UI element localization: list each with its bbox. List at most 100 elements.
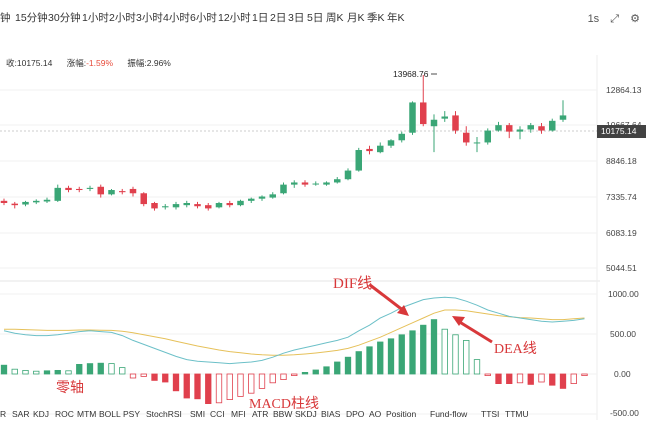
indicator-ttmu[interactable]: TTMU: [505, 409, 529, 419]
indicator-atr[interactable]: ATR: [252, 409, 269, 419]
macd-bar: [280, 373, 287, 380]
candle: [323, 181, 330, 186]
macd-bar: [258, 373, 266, 389]
macd-bar: [430, 319, 438, 375]
timeframe-3h[interactable]: 3小时: [136, 12, 163, 24]
timeframe-1d[interactable]: 1日: [252, 12, 269, 24]
expand-icon[interactable]: ⤢: [610, 13, 620, 25]
indicator-position[interactable]: Position: [386, 409, 417, 419]
candle: [549, 118, 556, 132]
candle: [495, 121, 502, 132]
candle: [366, 145, 373, 155]
candle: [151, 201, 158, 211]
indicator-skdj[interactable]: SKDJ: [295, 409, 317, 419]
candle: [97, 184, 104, 198]
indicator-bias[interactable]: BIAS: [321, 409, 341, 419]
high-price-marker: 13968.76: [393, 69, 437, 79]
candle: [237, 199, 244, 207]
macd-tick: -500.00: [610, 408, 639, 418]
timeframe-1min[interactable]: 钟: [0, 12, 11, 24]
gear-icon[interactable]: ⚙: [630, 13, 640, 25]
macd-bar: [269, 373, 276, 384]
indicator-psy[interactable]: PSY: [123, 409, 141, 419]
macd-bar: [43, 370, 51, 375]
dif-arrow: [369, 283, 405, 313]
indicator-roc[interactable]: ROC: [55, 409, 74, 419]
candle: [559, 100, 567, 122]
timeframe-2h[interactable]: 2小时: [109, 12, 136, 24]
macd-bar: [334, 361, 341, 375]
indicator-cci[interactable]: CCI: [210, 409, 225, 419]
macd-bar: [65, 370, 72, 375]
timeframe-30min[interactable]: 30分钟: [48, 12, 81, 24]
indicator-dpo[interactable]: DPO: [346, 409, 365, 419]
macd-bar: [387, 338, 395, 375]
macd-bar: [344, 356, 352, 375]
timeframe-5d[interactable]: 5日: [307, 12, 324, 24]
macd-bar: [54, 369, 61, 375]
timeframe-12h[interactable]: 12小时: [218, 12, 251, 24]
timeframe-quarter[interactable]: 季K: [367, 12, 385, 24]
candle: [280, 182, 287, 195]
timeframe-2d[interactable]: 2日: [270, 12, 287, 24]
indicator-smi[interactable]: SMI: [190, 409, 206, 419]
timeframe-week[interactable]: 周K: [326, 12, 344, 24]
indicator-mtm[interactable]: MTM: [77, 409, 97, 419]
indicator-kdj[interactable]: KDJ: [33, 409, 50, 419]
interval-selector[interactable]: 1s: [587, 13, 600, 25]
candle: [377, 142, 384, 154]
macd-tick: 500.00: [610, 329, 636, 339]
close-label: 收:: [6, 58, 17, 68]
timeframe-year[interactable]: 年K: [387, 12, 405, 24]
indicator-bbw[interactable]: BBW: [273, 409, 293, 419]
indicator-ttsi[interactable]: TTSI: [481, 409, 500, 419]
indicator-sar[interactable]: SAR: [12, 409, 30, 419]
macd-bar: [183, 373, 190, 399]
timeframe-1h[interactable]: 1小时: [82, 12, 109, 24]
indicator-r[interactable]: R: [0, 409, 7, 419]
macd-bar: [140, 373, 147, 377]
macd-bar: [527, 373, 534, 385]
amplitude-label: 振幅:: [127, 58, 147, 68]
macd-bar: [248, 373, 255, 394]
candle: [0, 198, 8, 206]
indicator-stochrsi[interactable]: StochRSI: [146, 409, 182, 419]
timeframe-month[interactable]: 月K: [347, 12, 365, 24]
macd-tick: 1000.00: [608, 289, 639, 299]
macd-bar: [323, 366, 330, 375]
macd-bar: [452, 334, 459, 375]
macd-bar: [205, 373, 212, 405]
top-toolbar: 1s ⤢ ⚙: [580, 12, 640, 26]
timeframe-6h[interactable]: 6小时: [190, 12, 217, 24]
candles: [0, 75, 567, 211]
change-value: -1.59%: [86, 58, 114, 68]
dif-line: [3, 296, 585, 365]
candle: [430, 114, 438, 153]
candle: [506, 122, 513, 139]
macd-bar: [33, 370, 40, 375]
macd-bar: [355, 351, 362, 375]
indicator-mfi[interactable]: MFI: [231, 409, 246, 419]
macd-bar: [151, 373, 158, 381]
current-price-tag: 10175.14: [597, 125, 646, 138]
indicator-boll[interactable]: BOLL: [99, 409, 121, 419]
macd-bar: [215, 373, 223, 404]
dea-annotation: DEA线: [494, 341, 537, 357]
candle: [258, 195, 266, 201]
candle: [355, 147, 362, 172]
timeframe-15min[interactable]: 15分钟: [15, 12, 48, 24]
candle: [269, 192, 276, 199]
indicator-ao[interactable]: AO: [369, 409, 382, 419]
macd-bar: [377, 341, 384, 375]
indicator-fund-flow[interactable]: Fund-flow: [430, 409, 468, 419]
high-price-label: 13968.76: [393, 69, 429, 79]
candle: [33, 199, 40, 205]
macd-bar: [11, 368, 18, 375]
candle: [420, 75, 427, 127]
macd-bar: [312, 369, 319, 375]
candle: [291, 180, 298, 188]
timeframe-4h[interactable]: 4小时: [163, 12, 190, 24]
timeframe-3d[interactable]: 3日: [288, 12, 305, 24]
candle: [76, 186, 83, 193]
